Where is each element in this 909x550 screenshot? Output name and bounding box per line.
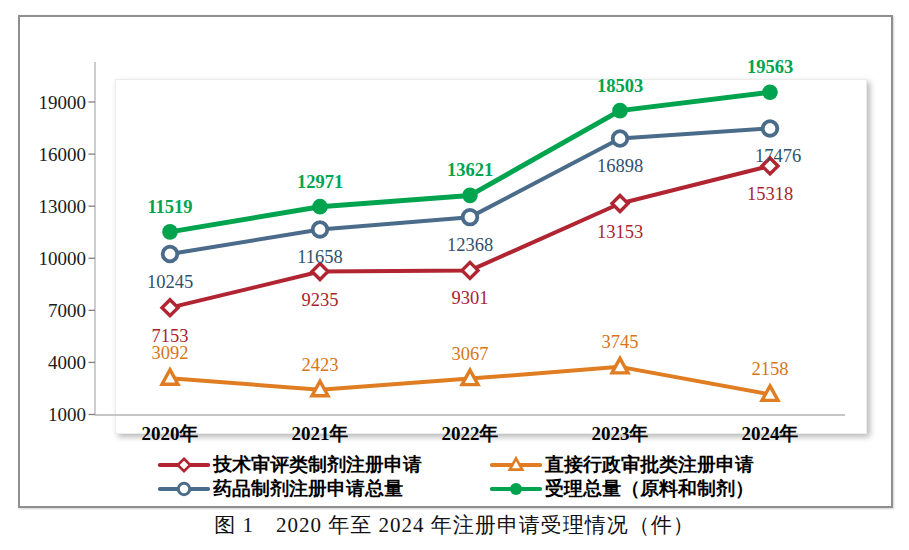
legend-label: 受理总量（原料和制剂） [545,477,754,500]
legend-label: 直接行政审批类注册申请 [545,453,754,476]
figure-page: 100040007000100001300016000190002020年202… [0,0,909,550]
chart-legend: 技术审评类制剂注册申请 直接行政审批类注册申请药品制剂注册申请总量 受理总量（原料和… [158,453,858,500]
legend-marker-diamond-open [158,456,210,474]
legend-marker-circle-open [158,480,210,498]
legend-item: 技术审评类制剂注册申请 [158,453,490,476]
legend-label: 药品制剂注册申请总量 [213,477,403,500]
legend-marker-circle-filled [490,480,542,498]
legend-label: 技术审评类制剂注册申请 [213,453,422,476]
plot-area [115,79,867,434]
figure-caption: 图 1 2020 年至 2024 年注册申请受理情况（件） [0,511,909,539]
legend-item: 药品制剂注册申请总量 [158,477,490,500]
legend-item: 受理总量（原料和制剂） [490,477,858,500]
chart-figure-frame [18,15,893,508]
legend-marker-triangle-open [490,456,542,474]
legend-item: 直接行政审批类注册申请 [490,453,858,476]
